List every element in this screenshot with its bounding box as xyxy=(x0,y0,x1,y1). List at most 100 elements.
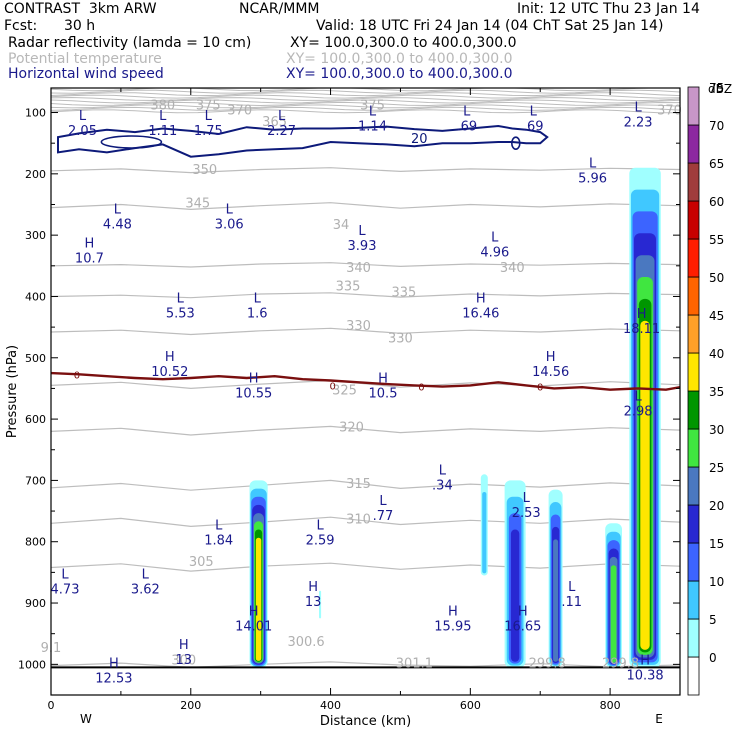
extremum-l-marker: L xyxy=(589,157,597,172)
colorbar-swatch xyxy=(687,580,700,620)
extremum-value: 4.73 xyxy=(51,583,80,598)
theta-contour-upper xyxy=(51,94,680,99)
colorbar-label: 55 xyxy=(709,233,724,247)
colorbar-swatch xyxy=(687,162,700,202)
theta-label: 301.1 xyxy=(396,656,433,671)
y-tick-label: 500 xyxy=(25,352,46,365)
extremum-l-marker: L xyxy=(379,494,387,509)
extremum-value: 3.62 xyxy=(131,583,160,598)
colorbar-swatch xyxy=(687,238,700,278)
reflectivity-band-1-5 xyxy=(319,590,322,619)
extremum-l-marker: L xyxy=(634,390,642,405)
colorbar-swatch xyxy=(687,124,700,164)
reflectivity-band-5-30 xyxy=(610,565,617,663)
theta-label: 300 xyxy=(171,653,196,668)
extremum-l-marker: L xyxy=(369,105,377,120)
x-tick-label: 0 xyxy=(48,699,55,712)
extremum-l-marker: L xyxy=(463,105,471,120)
extremum-l-marker: L xyxy=(530,105,538,120)
wind-label: 0 xyxy=(330,381,336,392)
theta-contour-310 xyxy=(51,516,680,528)
theta-label: 340 xyxy=(346,261,371,276)
extremum-l-marker: L xyxy=(142,568,150,583)
extremum-h-marker: H xyxy=(179,638,189,653)
y-tick-label: 700 xyxy=(25,474,46,487)
colorbar-label: 70 xyxy=(709,119,724,133)
theta-label: 340 xyxy=(500,261,525,276)
extremum-value: 10.55 xyxy=(235,386,272,401)
y-tick-label: 600 xyxy=(25,413,46,426)
x-tick-label: 400 xyxy=(320,699,341,712)
extremum-value: 16.65 xyxy=(504,619,541,634)
extremum-h-marker: H xyxy=(249,371,259,386)
x-axis-label: Distance (km) xyxy=(320,714,411,729)
extremum-l-marker: L xyxy=(278,109,286,124)
colorbar-swatch xyxy=(687,86,700,126)
extremum-value: 13 xyxy=(305,595,322,610)
extremum-value: 2.23 xyxy=(624,115,653,130)
theta-label: 370 xyxy=(657,103,682,118)
extremum-value: 13 xyxy=(176,653,193,668)
extremum-value: 2.53 xyxy=(512,506,541,521)
theta-contour-upper xyxy=(51,96,680,102)
extremum-value: 1.6 xyxy=(247,307,268,322)
extremum-value: .77 xyxy=(373,509,394,524)
extremum-l-marker: L xyxy=(523,491,531,506)
colorbar-swatch xyxy=(687,542,700,582)
colorbar-label: 40 xyxy=(709,347,724,361)
extremum-l-marker: L xyxy=(205,109,213,124)
theta-contour-320 xyxy=(51,425,680,436)
extremum-h-marker: H xyxy=(637,307,647,322)
plot-frame xyxy=(50,87,681,696)
extremum-value: 14.01 xyxy=(235,619,272,634)
colorbar-label: 10 xyxy=(709,575,724,589)
extremum-l-marker: L xyxy=(491,230,499,245)
theta-contour-upper xyxy=(51,89,680,94)
extremum-h-marker: H xyxy=(448,604,458,619)
theta-contour-upper xyxy=(51,92,680,97)
colorbar-swatch xyxy=(687,314,700,354)
extremum-value: .69 xyxy=(523,120,544,135)
theta-contour-315 xyxy=(51,479,680,491)
extremum-value: 1.11 xyxy=(148,124,177,139)
extremum-value: .34 xyxy=(432,478,453,493)
theta-label: 350 xyxy=(192,163,217,178)
extremum-l-marker: L xyxy=(358,224,366,239)
wind-contour-20 xyxy=(57,124,549,158)
y-tick-label: 200 xyxy=(25,168,46,181)
y-tick-label: 100 xyxy=(25,107,46,120)
theta-label: 34 xyxy=(333,218,350,233)
y-tick-label: 900 xyxy=(25,597,46,610)
extremum-l-marker: L xyxy=(439,463,447,478)
extremum-value: 1.75 xyxy=(194,124,223,139)
theta-label: 315 xyxy=(346,477,371,492)
reflectivity-band-4-25 xyxy=(553,539,559,662)
reflectivity-band-2-10 xyxy=(482,492,487,574)
extremum-value: 2.27 xyxy=(267,124,296,139)
extremum-value: 3.93 xyxy=(348,239,377,254)
theta-label: 305 xyxy=(189,555,214,570)
field-wind-name: Horizontal wind speed xyxy=(8,66,164,82)
extremum-h-marker: H xyxy=(165,350,175,365)
extremum-h-marker: H xyxy=(640,653,650,668)
extremum-l-marker: L xyxy=(215,519,223,534)
wind-label: 0 xyxy=(418,383,424,394)
wind-label: 0 xyxy=(537,383,543,394)
extremum-value: 12.53 xyxy=(95,671,132,686)
extremum-h-marker: H xyxy=(85,236,95,251)
colorbar-label: 50 xyxy=(709,271,724,285)
extremum-l-marker: L xyxy=(226,203,234,218)
wind-contour-island xyxy=(510,136,521,150)
extremum-h-marker: H xyxy=(476,292,486,307)
extremum-value: 16.46 xyxy=(462,307,499,322)
colorbar-label: 15 xyxy=(709,537,724,551)
colorbar-swatch xyxy=(687,504,700,544)
extremum-value: 10.5 xyxy=(369,386,398,401)
y-tick-label: 1000 xyxy=(18,658,46,671)
wind-label: 20 xyxy=(411,132,428,147)
extremum-l-marker: L xyxy=(61,568,69,583)
extremum-l-marker: L xyxy=(114,203,122,218)
theta-label: 299.8 xyxy=(602,656,639,671)
extremum-l-marker: L xyxy=(568,580,576,595)
theta-contour-upper xyxy=(51,106,680,111)
